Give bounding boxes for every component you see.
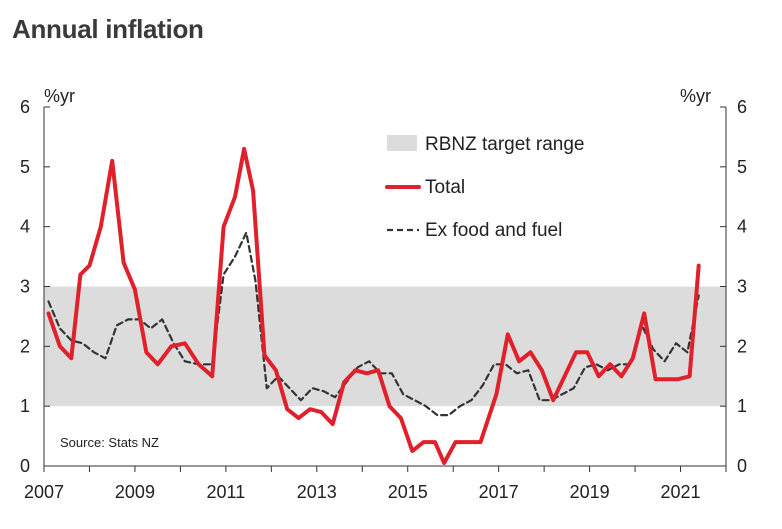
left-axis-unit: %yr: [44, 86, 75, 106]
chart-title: Annual inflation: [12, 14, 204, 44]
right-y-tick-label: 6: [737, 97, 747, 117]
right-y-tick-label: 4: [737, 217, 747, 237]
legend-label-ex-food-fuel: Ex food and fuel: [425, 220, 562, 241]
x-tick-label: 2009: [115, 482, 155, 502]
series-line-total: [46, 146, 701, 465]
left-y-tick-label: 6: [20, 97, 30, 117]
x-tick-label: 2007: [24, 482, 64, 502]
x-tick-label: 2011: [207, 482, 246, 502]
right-y-tick-label: 3: [737, 277, 747, 297]
right-y-tick-label: 0: [737, 456, 747, 476]
right-y-tick-label: 1: [737, 396, 747, 416]
series-line-ex-food-fuel: [47, 231, 700, 417]
right-axis-unit: %yr: [680, 86, 711, 106]
right-y-tick-label: 5: [737, 157, 747, 177]
x-tick-label: 2017: [479, 482, 519, 502]
left-y-tick-label: 3: [20, 277, 30, 297]
legend-swatch-target-range: [387, 135, 417, 151]
x-tick-label: 2019: [570, 482, 610, 502]
left-y-tick-label: 2: [20, 336, 30, 356]
x-tick-label: 2021: [661, 482, 701, 502]
legend-label-target-range: RBNZ target range: [425, 134, 584, 155]
legend-label-total: Total: [425, 177, 465, 198]
x-tick-label: 2015: [388, 482, 428, 502]
right-y-tick-label: 2: [737, 336, 747, 356]
left-y-tick-label: 1: [20, 396, 30, 416]
left-y-tick-label: 0: [20, 456, 30, 476]
x-tick-label: 2013: [297, 482, 337, 502]
left-y-tick-label: 4: [20, 217, 30, 237]
source-note: Source: Stats NZ: [60, 435, 159, 450]
left-y-tick-label: 5: [20, 157, 30, 177]
